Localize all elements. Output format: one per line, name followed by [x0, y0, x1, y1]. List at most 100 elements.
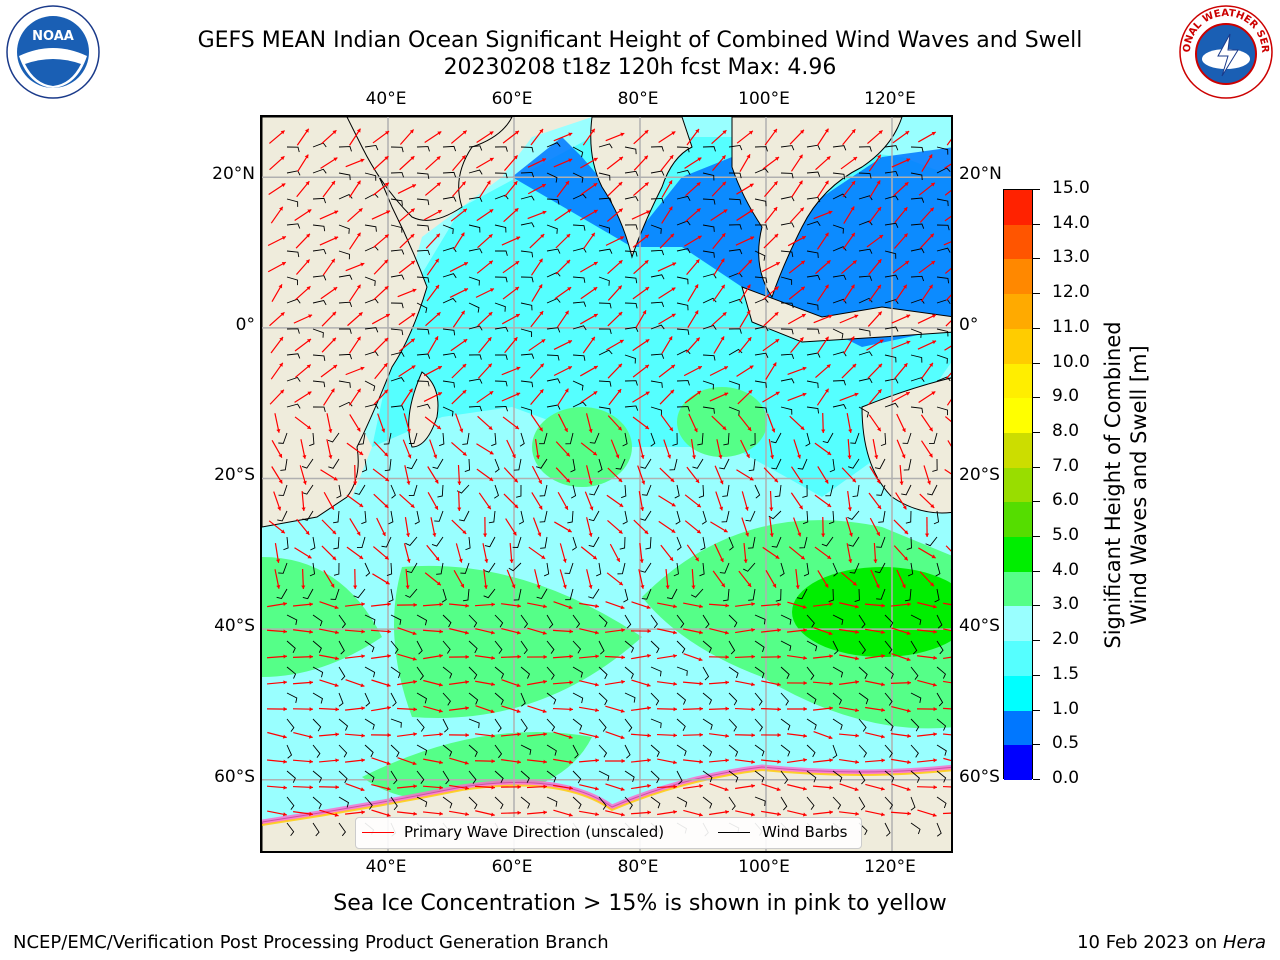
wind-barb	[936, 406, 949, 416]
wind-barb	[386, 562, 393, 577]
wave-arrow	[372, 573, 390, 585]
wind-barb	[650, 406, 662, 416]
wave-arrow	[268, 520, 286, 534]
wave-arrow	[918, 131, 936, 143]
wave-arrow	[425, 311, 441, 327]
wind-barb	[884, 718, 894, 732]
wave-arrow	[712, 284, 726, 302]
wind-barb	[676, 276, 689, 285]
wind-barb	[416, 614, 428, 626]
wind-barb	[624, 250, 638, 257]
southeast-asia-land	[731, 117, 903, 299]
wind-barb	[702, 796, 713, 809]
wave-arrow	[637, 465, 646, 485]
wind-barb	[546, 198, 560, 205]
wave-arrow	[323, 491, 335, 511]
wind-barb	[802, 510, 809, 525]
wave-arrow	[269, 311, 285, 327]
colorbar-segment	[1004, 363, 1032, 399]
wave-arrow	[448, 733, 470, 738]
wind-barb	[723, 432, 730, 446]
wind-barb	[806, 614, 815, 628]
wave-arrow	[606, 572, 624, 586]
wind-barb	[286, 822, 295, 837]
wave-arrow	[504, 180, 518, 198]
wind-barb	[910, 770, 920, 783]
wind-barb	[624, 770, 635, 782]
wave-arrow	[534, 439, 540, 459]
wind-barb	[596, 562, 602, 577]
wave-arrow	[817, 128, 829, 146]
wave-arrow	[950, 569, 951, 571]
wave-arrow	[553, 731, 573, 739]
wave-arrow	[606, 494, 624, 508]
wave-arrow	[423, 209, 443, 221]
wind-barb	[364, 351, 379, 357]
wave-arrow	[761, 783, 781, 792]
wind-barb	[598, 276, 610, 286]
wind-barb	[416, 353, 431, 359]
wind-barb	[364, 640, 375, 653]
wave-arrow	[891, 733, 911, 738]
wave-arrow	[683, 784, 703, 790]
lat-tick-right: 60°S	[959, 766, 1000, 787]
wave-arrow	[633, 182, 649, 196]
wind-barb	[832, 666, 844, 678]
wave-arrow	[951, 517, 953, 537]
wind-barb	[338, 353, 353, 360]
wave-arrow	[371, 757, 391, 766]
colorbar-tick-label: 13.0	[1052, 247, 1090, 268]
wind-barb	[286, 666, 297, 679]
wind-barb	[676, 169, 691, 175]
wave-arrow	[943, 680, 951, 684]
wind-barb	[935, 562, 941, 577]
wind-barb	[650, 274, 665, 280]
wind-barb	[442, 718, 449, 733]
wave-arrow	[840, 156, 858, 170]
wind-barb	[754, 744, 765, 757]
wave-arrow	[873, 542, 878, 564]
wave-arrow	[866, 234, 884, 248]
wave-arrow	[710, 521, 728, 533]
wave-arrow	[293, 314, 313, 324]
lon-tick-bottom: 40°E	[365, 857, 407, 877]
wind-barb	[364, 172, 377, 181]
wave-arrow	[630, 629, 652, 634]
wave-arrow	[423, 653, 443, 660]
wind-barb	[364, 562, 371, 577]
wave-arrow	[500, 810, 522, 815]
wave-arrow	[787, 784, 807, 791]
wave-arrow	[449, 680, 469, 685]
wave-arrow	[891, 340, 911, 350]
wave-arrow	[584, 491, 594, 511]
wind-barb	[468, 169, 483, 175]
wave-arrow	[760, 628, 782, 633]
wind-barb	[520, 328, 533, 337]
wind-barb	[675, 510, 681, 525]
wave-arrow	[633, 259, 649, 275]
wind-barb	[650, 432, 656, 447]
wind-barb	[858, 406, 870, 418]
wind-barb	[286, 718, 295, 732]
wind-barb	[884, 744, 893, 758]
wave-arrow	[787, 392, 807, 402]
colorbar-tick-label: 11.0	[1052, 316, 1090, 337]
wave-arrow	[814, 442, 832, 456]
wave-arrow	[945, 294, 951, 301]
wave-arrow	[866, 339, 884, 351]
wave-arrow	[631, 601, 651, 610]
wave-arrow	[738, 414, 752, 432]
wind-barb	[650, 224, 662, 234]
footer-date: 10 Feb 2023 on Hera	[1077, 932, 1266, 953]
wind-barb	[572, 614, 581, 629]
wind-barb	[832, 796, 842, 810]
wind-barb	[650, 324, 665, 330]
wind-barb	[874, 562, 886, 574]
map-svg	[262, 117, 953, 851]
wind-barb	[754, 666, 765, 679]
wave-legend-line	[362, 832, 394, 833]
wind-barb	[624, 380, 638, 386]
wind-barb	[624, 354, 636, 364]
wind-barb	[390, 405, 405, 411]
wave-arrow	[924, 516, 930, 538]
